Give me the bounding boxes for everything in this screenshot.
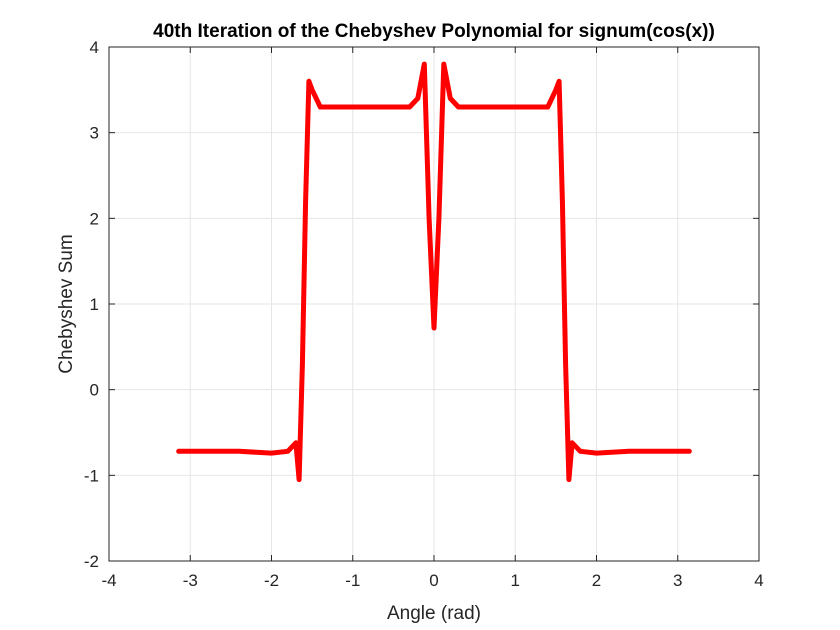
x-tick-label: 2 [592,571,601,590]
chart-title: 40th Iteration of the Chebyshev Polynomi… [153,21,715,42]
y-tick-label: -1 [84,466,99,485]
x-tick-label: -3 [183,571,198,590]
x-tick-label: 3 [673,571,682,590]
x-tick-label: 4 [754,571,763,590]
y-tick-label: 4 [90,38,99,57]
y-tick-label: 1 [90,295,99,314]
x-tick-label: 1 [511,571,520,590]
x-axis-label: Angle (rad) [387,603,481,624]
series-line [176,61,692,483]
ticks: -4 -3 -2 -1 0 1 2 3 4 -2 -1 0 1 2 3 4 [84,38,764,590]
y-tick-label: 2 [90,209,99,228]
y-tick-label: -2 [84,552,99,571]
series-layer [176,61,692,483]
x-tick-label: -4 [101,571,116,590]
x-tick-label: -2 [264,571,279,590]
y-tick-label: 3 [90,124,99,143]
y-tick-label: 0 [90,381,99,400]
x-tick-label: -1 [345,571,360,590]
y-axis-label: Chebyshev Sum [56,234,77,373]
x-tick-label: 0 [429,571,438,590]
